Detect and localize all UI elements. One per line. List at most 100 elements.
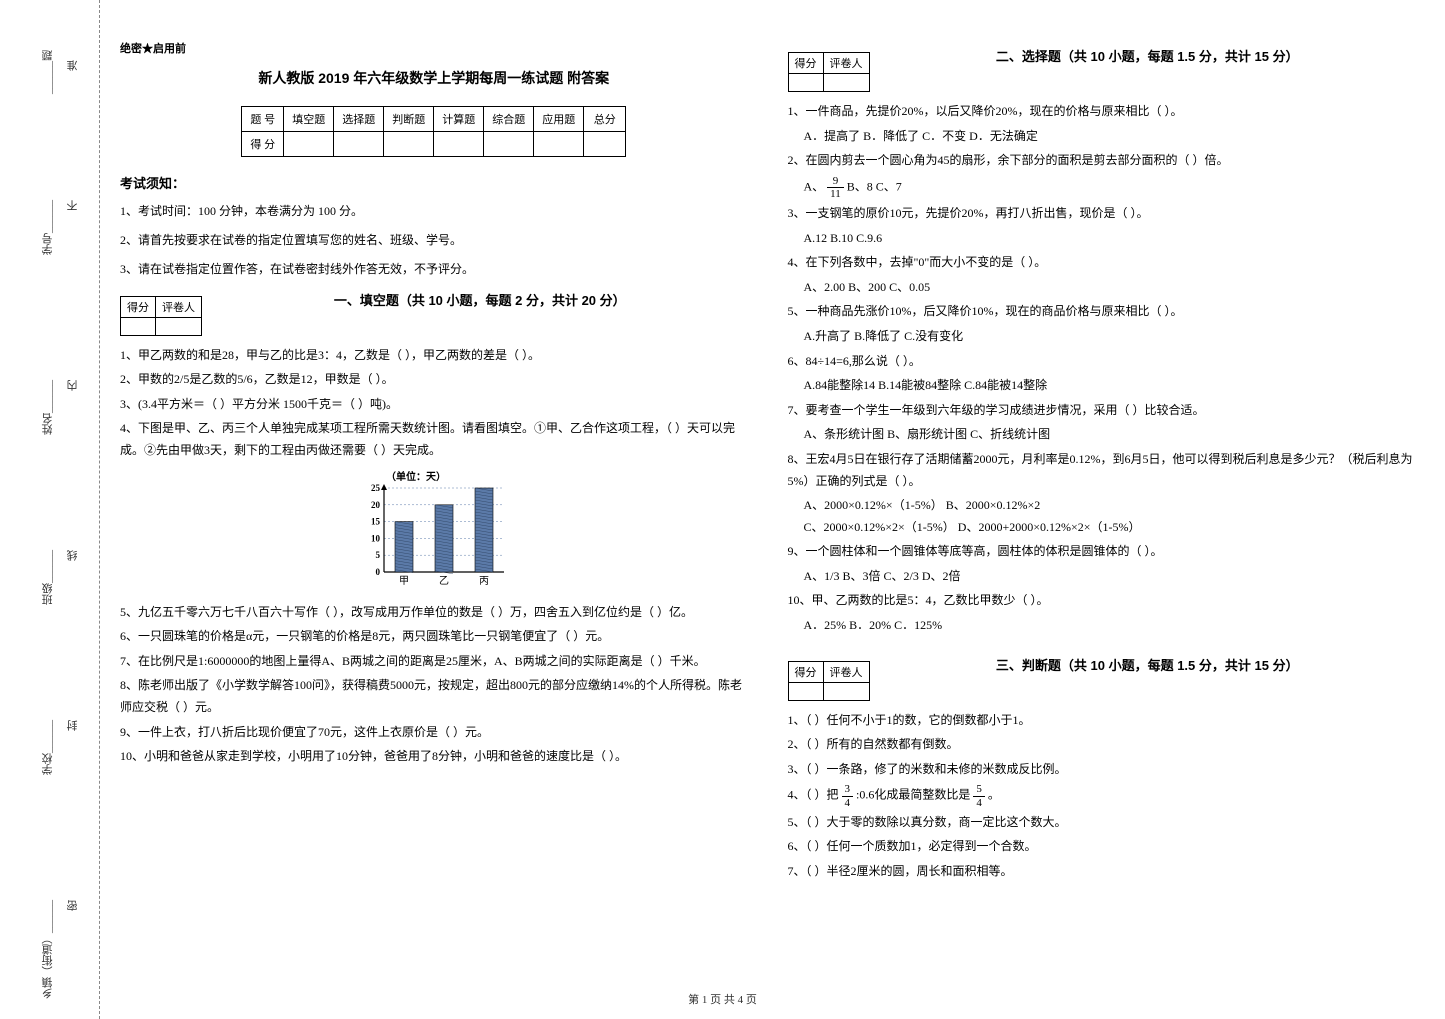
- binding-field-name: 姓名______: [40, 380, 56, 435]
- th-fill: 填空题: [284, 107, 334, 132]
- th-synth: 综合题: [484, 107, 534, 132]
- svg-text:20: 20: [371, 499, 381, 509]
- s2-q3: 3、一支钢笔的原价10元，先提价20%，再打八折出售，现价是（ ）。: [788, 203, 1416, 225]
- s2-q10-opts: A．25% B．20% C．125%: [804, 615, 1416, 637]
- s2-q2-opts: A、 9 11 B、8 C、7: [804, 175, 1416, 200]
- section1-title: 一、填空题（共 10 小题，每题 2 分，共计 20 分）: [212, 290, 748, 309]
- cell-empty: [788, 74, 823, 92]
- s1-q4: 4、下图是甲、乙、丙三个人单独完成某项工程所需天数统计图。请看图填空。①甲、乙合…: [120, 418, 748, 461]
- section1-header: 得分评卷人 一、填空题（共 10 小题，每题 2 分，共计 20 分）: [120, 290, 748, 342]
- svg-text:10: 10: [371, 533, 381, 543]
- s3-q1: 1、（ ）任何不小于1的数，它的倒数都小于1。: [788, 710, 1416, 732]
- notice-title: 考试须知：: [120, 173, 748, 192]
- notice-item: 3、请在试卷指定位置作答，在试卷密封线外作答无效，不予评分。: [120, 260, 748, 279]
- section2-header: 得分评卷人 二、选择题（共 10 小题，每题 1.5 分，共计 15 分）: [788, 46, 1416, 98]
- th-total: 总分: [584, 107, 626, 132]
- secret-line: 绝密★启用前: [120, 40, 748, 56]
- section2-title: 二、选择题（共 10 小题，每题 1.5 分，共计 15 分）: [880, 46, 1416, 65]
- s2-q2: 2、在圆内剪去一个圆心角为45的扇形，余下部分的面积是剪去部分面积的（ ）倍。: [788, 150, 1416, 172]
- frac-den: 11: [827, 188, 844, 200]
- s2-q4: 4、在下列各数中，去掉"0"而大小不变的是（ ）。: [788, 252, 1416, 274]
- frac-den: 4: [973, 797, 985, 809]
- cell-empty: [534, 132, 584, 157]
- s1-q1: 1、甲乙两数的和是28，甲与乙的比是3：4，乙数是（ ），甲乙两数的差是（ ）。: [120, 345, 748, 367]
- score-box: 得分评卷人: [120, 296, 202, 336]
- s1-q3: 3、(3.4平方米＝（ ）平方分米 1500千克＝（ ）吨)。: [120, 394, 748, 416]
- score-box: 得分评卷人: [788, 52, 870, 92]
- binding-hint: 准: [65, 60, 81, 71]
- frac-num: 3: [842, 783, 854, 796]
- binding-field-question: ______题: [40, 50, 56, 94]
- score-box-marker: 评卷人: [156, 296, 202, 317]
- bar-chart: （单位：天）0510152025甲乙丙: [120, 470, 748, 594]
- s1-q6: 6、一只圆珠笔的价格是α元，一只钢笔的价格是8元，两只圆珠笔比一只钢笔便宜了（ …: [120, 626, 748, 648]
- s3-q4: 4、（ ）把 3 4 :0.6化成最简整数比是 5 4 。: [788, 783, 1416, 808]
- s2-q8: 8、王宏4月5日在银行存了活期储蓄2000元，月利率是0.12%，到6月5日，他…: [788, 449, 1416, 492]
- binding-hint: 线: [65, 550, 81, 561]
- th-choice: 选择题: [334, 107, 384, 132]
- svg-text:5: 5: [375, 550, 380, 560]
- th-calc: 计算题: [434, 107, 484, 132]
- s3-q3: 3、（ ）一条路，修了的米数和未修的米数成反比例。: [788, 759, 1416, 781]
- opt-rest: B、8 C、7: [847, 179, 902, 193]
- binding-field-class: 班级______: [40, 550, 56, 605]
- cell-empty: [434, 132, 484, 157]
- score-box-marker: 评卷人: [823, 53, 869, 74]
- fraction-5-4: 5 4: [973, 783, 985, 808]
- s3-q6: 6、（ ）任何一个质数加1，必定得到一个合数。: [788, 836, 1416, 858]
- score-box-marker: 评卷人: [823, 661, 869, 682]
- s2-q9-opts: A、1/3 B、3倍 C、2/3 D、2倍: [804, 566, 1416, 588]
- svg-text:0: 0: [375, 567, 380, 577]
- binding-strip: 乡镇（街道）______ 学校______ 班级______ 姓名______ …: [0, 0, 100, 1019]
- row-label: 得 分: [242, 132, 284, 157]
- s2-q5: 5、一种商品先涨价10%，后又降价10%，现在的商品价格与原来相比（ ）。: [788, 301, 1416, 323]
- score-box-score: 得分: [788, 661, 823, 682]
- s2-q5-opts: A.升高了 B.降低了 C.没有变化: [804, 326, 1416, 348]
- cell-empty: [484, 132, 534, 157]
- score-summary-table: 题 号 填空题 选择题 判断题 计算题 综合题 应用题 总分 得 分: [241, 106, 626, 157]
- s2-q1: 1、一件商品，先提价20%，以后又降价20%，现在的价格与原来相比（ ）。: [788, 101, 1416, 123]
- s2-q3-opts: A.12 B.10 C.9.6: [804, 228, 1416, 250]
- binding-hint: 密: [65, 900, 81, 911]
- section3-header: 得分评卷人 三、判断题（共 10 小题，每题 1.5 分，共计 15 分）: [788, 655, 1416, 707]
- s2-q7-opts: A、条形统计图 B、扇形统计图 C、折线统计图: [804, 424, 1416, 446]
- cell-empty: [384, 132, 434, 157]
- page-content: 绝密★启用前 新人教版 2019 年六年级数学上学期每周一练试题 附答案 题 号…: [120, 40, 1415, 885]
- cell-empty: [584, 132, 626, 157]
- th-num: 题 号: [242, 107, 284, 132]
- cell-empty: [334, 132, 384, 157]
- score-box: 得分评卷人: [788, 661, 870, 701]
- s2-q8-optsC: C、2000×0.12%×2×（1-5%） D、2000+2000×0.12%×…: [804, 517, 1416, 539]
- binding-hint: 内: [65, 380, 81, 391]
- binding-field-school: 学校______: [40, 720, 56, 775]
- q4-post: 。: [988, 788, 1000, 802]
- bar-chart-svg: （单位：天）0510152025甲乙丙: [354, 470, 514, 590]
- table-row: 题 号 填空题 选择题 判断题 计算题 综合题 应用题 总分: [242, 107, 626, 132]
- fraction-9-11: 9 11: [827, 175, 844, 200]
- binding-field-township: 乡镇（街道）______: [40, 900, 56, 999]
- th-judge: 判断题: [384, 107, 434, 132]
- th-app: 应用题: [534, 107, 584, 132]
- svg-text:乙: 乙: [439, 575, 449, 587]
- left-column: 绝密★启用前 新人教版 2019 年六年级数学上学期每周一练试题 附答案 题 号…: [120, 40, 748, 885]
- cell-empty: [823, 74, 869, 92]
- s1-q5: 5、九亿五千零六万七千八百六十写作（ ），改写成用万作单位的数是（ ）万，四舍五…: [120, 602, 748, 624]
- s2-q4-opts: A、2.00 B、200 C、0.05: [804, 277, 1416, 299]
- s3-q5: 5、（ ）大于零的数除以真分数，商一定比这个数大。: [788, 812, 1416, 834]
- s3-q2: 2、（ ）所有的自然数都有倒数。: [788, 734, 1416, 756]
- s1-q8: 8、陈老师出版了《小学数学解答100问》，获得稿费5000元，按规定，超出800…: [120, 675, 748, 718]
- svg-text:15: 15: [371, 516, 381, 526]
- q4-mid: :0.6化成最简整数比是: [856, 788, 973, 802]
- q4-pre: 4、（ ）把: [788, 788, 842, 802]
- right-column: 得分评卷人 二、选择题（共 10 小题，每题 1.5 分，共计 15 分） 1、…: [788, 40, 1416, 885]
- cell-empty: [156, 317, 202, 335]
- score-box-score: 得分: [788, 53, 823, 74]
- s2-q7: 7、要考查一个学生一年级到六年级的学习成绩进步情况，采用（ ）比较合适。: [788, 400, 1416, 422]
- frac-num: 9: [827, 175, 844, 188]
- binding-field-id: 学号______: [40, 200, 56, 255]
- svg-text:甲: 甲: [399, 576, 409, 587]
- svg-text:25: 25: [371, 483, 381, 493]
- page-footer: 第 1 页 共 4 页: [0, 991, 1445, 1007]
- table-row: 得 分: [242, 132, 626, 157]
- opt-a-pre: A、: [804, 179, 825, 193]
